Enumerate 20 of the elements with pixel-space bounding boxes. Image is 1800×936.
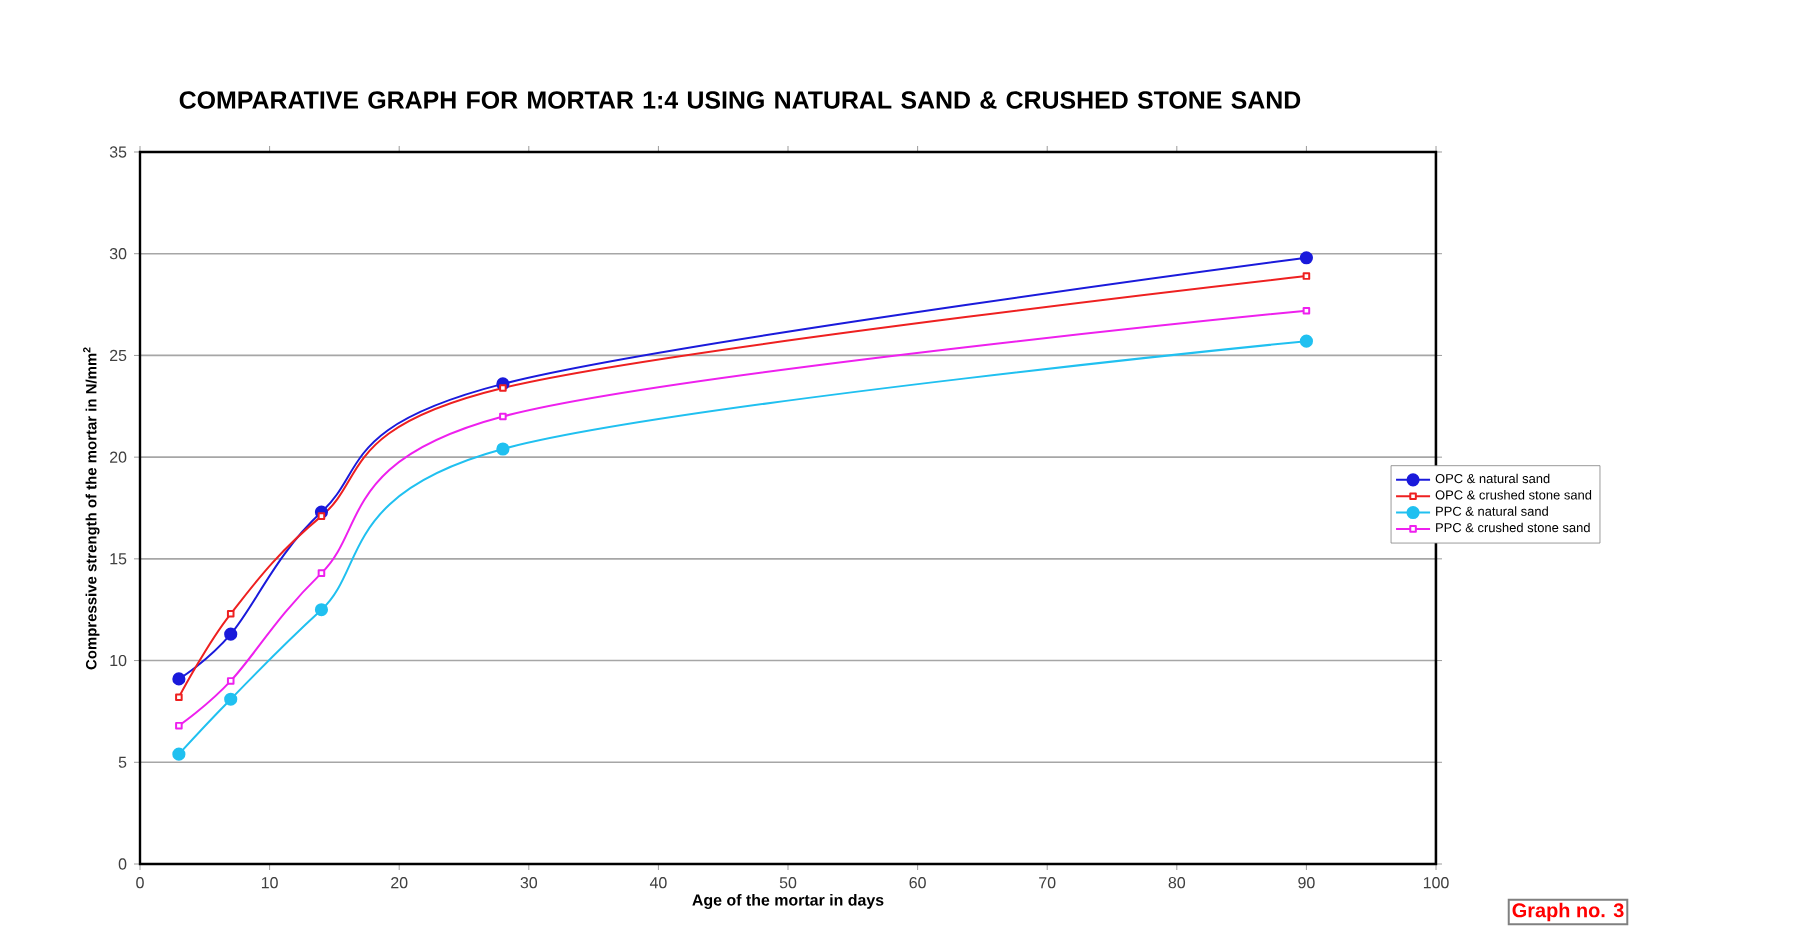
point [1299,251,1313,265]
point [172,672,186,686]
point [499,384,507,392]
point [224,692,238,706]
point [1299,334,1313,348]
point [226,677,235,685]
point [175,693,183,701]
point [175,721,183,730]
point [224,627,238,641]
point [496,442,510,456]
text: Graph no. 3 [1512,902,1624,922]
point [317,512,326,520]
point [172,747,186,761]
point [226,609,235,618]
point [499,412,507,421]
point [314,603,329,617]
chart-title: COMPARATIVE GRAPH FOR MORTAR 1:4 USING NATURAL SAND & CRUSHED STONE SAND [179,91,1301,109]
point [317,569,326,577]
point [1302,306,1311,315]
point [1302,272,1311,280]
